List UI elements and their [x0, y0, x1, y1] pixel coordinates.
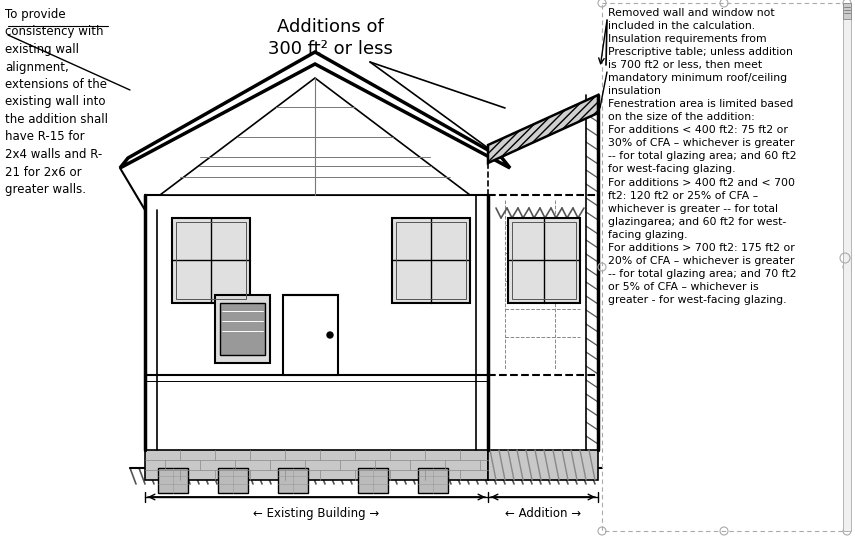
Bar: [602, 3, 847, 531]
Text: Additions of: Additions of: [277, 18, 383, 36]
Polygon shape: [215, 295, 270, 363]
Text: ← Existing Building →: ← Existing Building →: [253, 507, 380, 520]
Polygon shape: [392, 218, 470, 303]
Polygon shape: [488, 450, 598, 480]
Polygon shape: [508, 218, 580, 303]
Text: To provide
consistency with
existing wall
alignment,
extensions of the
existing : To provide consistency with existing wal…: [5, 8, 108, 196]
Polygon shape: [160, 78, 470, 195]
Text: ← Addition →: ← Addition →: [505, 507, 581, 520]
Text: Removed wall and window not
included in the calculation.
Insulation requirements: Removed wall and window not included in …: [608, 8, 797, 305]
Polygon shape: [418, 468, 448, 493]
Polygon shape: [172, 218, 250, 303]
Circle shape: [327, 332, 333, 338]
Polygon shape: [488, 95, 598, 163]
Polygon shape: [843, 3, 851, 531]
Polygon shape: [158, 468, 188, 493]
Polygon shape: [278, 468, 308, 493]
Polygon shape: [220, 303, 265, 355]
Polygon shape: [120, 52, 510, 168]
Polygon shape: [145, 450, 488, 480]
Polygon shape: [358, 468, 388, 493]
Text: 300 ft² or less: 300 ft² or less: [268, 40, 392, 58]
Polygon shape: [283, 295, 338, 375]
Polygon shape: [843, 3, 851, 19]
Polygon shape: [218, 468, 248, 493]
